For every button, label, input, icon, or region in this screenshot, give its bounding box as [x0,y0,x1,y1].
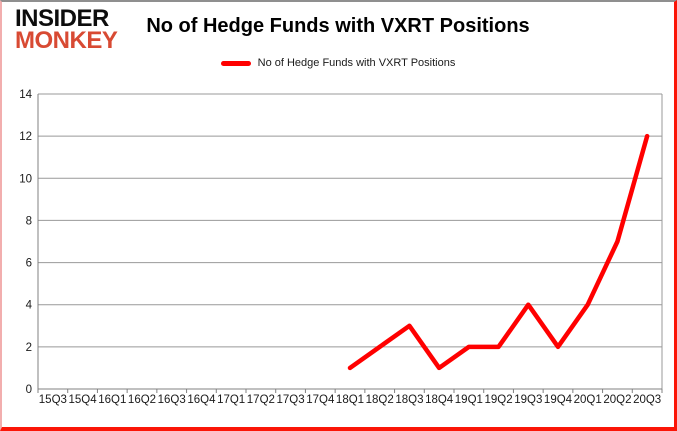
x-axis-tick-label: 19Q3 [514,394,542,406]
x-axis-tick-label: 19Q2 [485,394,513,406]
chart-legend: No of Hedge Funds with VXRT Positions [2,57,674,69]
x-axis-tick-label: 20Q1 [574,394,602,406]
y-axis-tick-label: 14 [19,89,32,101]
y-axis-tick-label: 8 [26,215,32,227]
y-axis-tick-label: 2 [26,342,32,354]
x-axis-tick-label: 16Q1 [98,394,126,406]
x-axis-tick-label: 17Q1 [217,394,245,406]
x-axis-tick-label: 17Q3 [277,394,305,406]
x-axis-tick-label: 15Q3 [39,394,67,406]
insider-monkey-logo: INSIDER MONKEY [15,5,118,55]
y-axis-tick-label: 0 [26,384,32,396]
x-axis-tick-label: 19Q1 [455,394,483,406]
x-axis-tick-label: 19Q4 [544,394,573,406]
x-axis-tick-label: 18Q1 [336,394,364,406]
y-axis-tick-label: 10 [19,173,32,185]
x-axis-tick-label: 20Q3 [633,394,661,406]
x-axis-tick-label: 16Q3 [158,394,186,406]
legend-line-swatch [220,60,251,66]
x-axis-tick-label: 16Q4 [187,394,216,406]
y-axis-tick-label: 6 [26,258,32,270]
logo-text-monkey: MONKEY [15,27,118,55]
series-line [347,133,650,371]
x-axis-tick-label: 16Q2 [128,394,156,406]
x-axis-tick-label: 17Q2 [247,394,275,406]
x-axis-tick-label: 18Q3 [395,394,423,406]
x-axis-tick-label: 18Q2 [366,394,394,406]
x-axis-tick-label: 17Q4 [306,394,335,406]
x-axis-tick-label: 20Q2 [603,394,631,406]
y-axis-tick-label: 12 [19,131,32,143]
x-axis-tick-label: 18Q4 [425,394,454,406]
legend-label: No of Hedge Funds with VXRT Positions [257,57,456,69]
x-axis-tick-label: 15Q4 [69,394,98,406]
logo-text-insider: INSIDER [15,5,109,32]
y-axis-tick-label: 4 [26,300,33,312]
chart-title: No of Hedge Funds with VXRT Positions [146,15,530,37]
